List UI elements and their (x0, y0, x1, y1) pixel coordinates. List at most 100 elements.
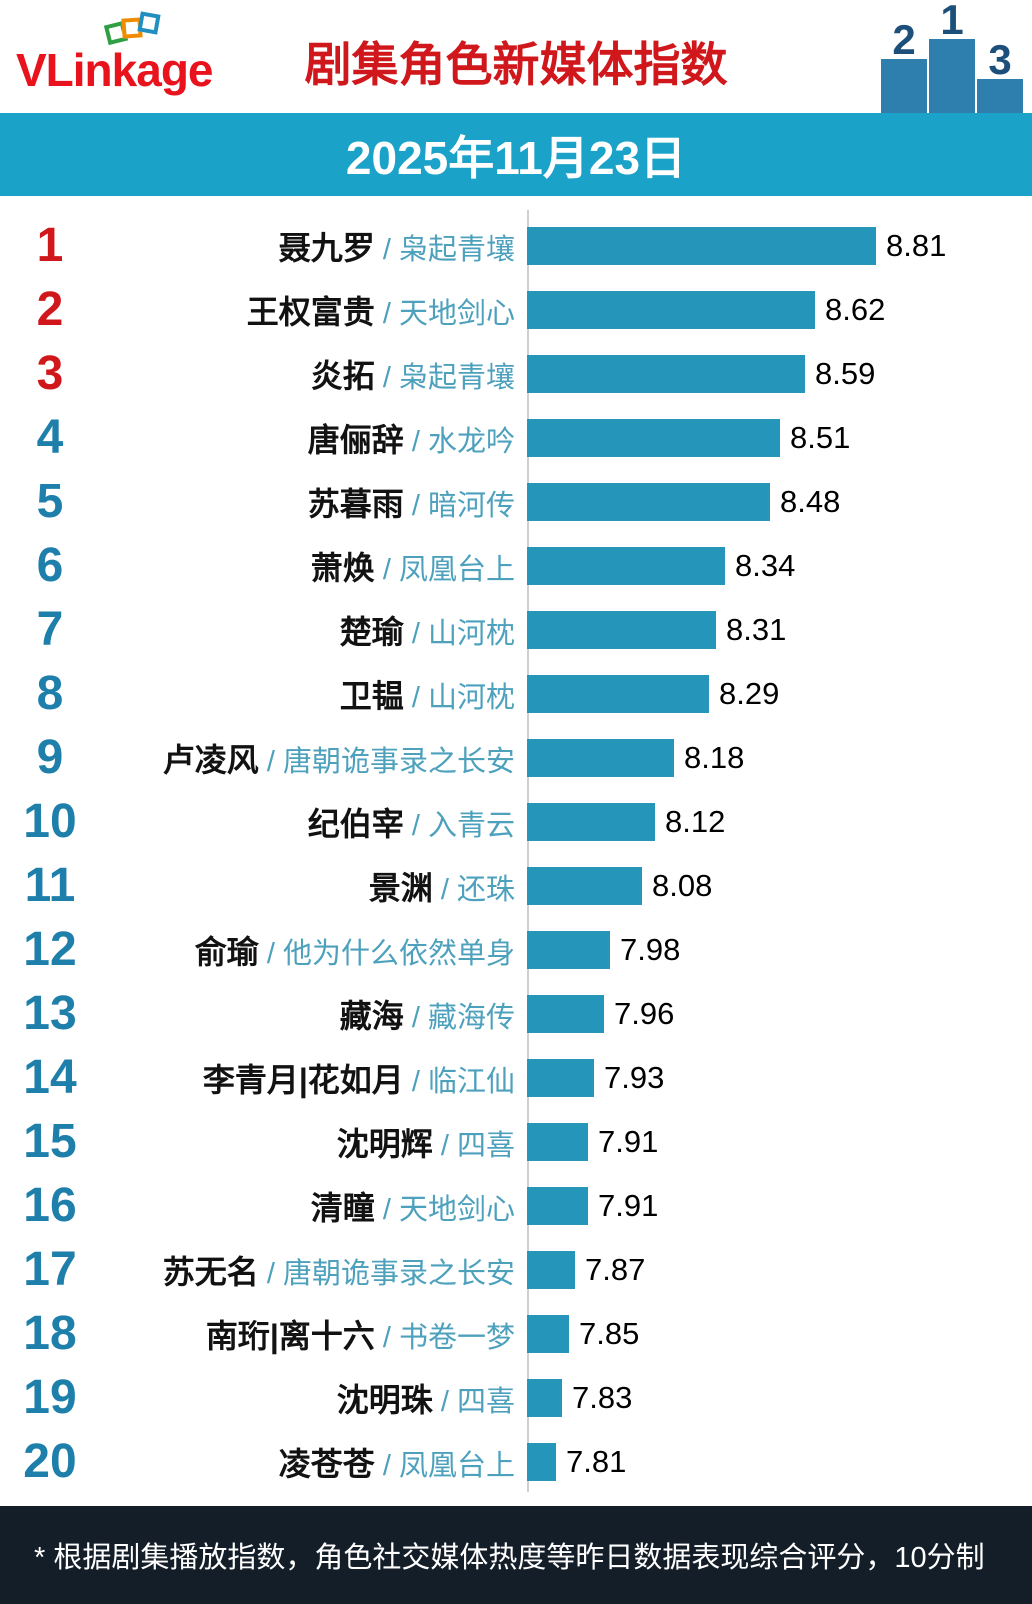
drama-name: 唐朝诡事录之长安 (282, 1258, 515, 1290)
score-bar (527, 931, 610, 969)
score-bar (527, 483, 770, 521)
drama-name: 天地剑心 (398, 1194, 515, 1226)
bar-area: 7.96 (527, 995, 1032, 1033)
drama-name: 还珠 (456, 874, 515, 906)
row-label: 清瞳 / 天地剑心 (100, 1183, 527, 1229)
podium-first-place: 1 (928, 0, 976, 113)
rank-label: 2 (36, 283, 64, 336)
rank-label: 12 (23, 923, 77, 976)
score-value: 7.87 (585, 1252, 646, 1287)
drama-name: 临江仙 (427, 1066, 515, 1098)
score-bar (527, 1187, 588, 1225)
separator: / (374, 554, 399, 586)
row-label: 苏无名 / 唐朝诡事录之长安 (100, 1247, 527, 1293)
rank-label: 9 (36, 731, 64, 784)
separator: / (403, 810, 428, 842)
character-name: 纪伯宰 (307, 806, 404, 842)
chart-row: 13 藏海 / 藏海传 7.96 (0, 982, 1032, 1046)
drama-name: 山河枕 (427, 618, 515, 650)
podium-number-1: 1 (940, 0, 964, 44)
row-label: 卢凌风 / 唐朝诡事录之长安 (100, 735, 527, 781)
rank-label: 6 (36, 539, 64, 592)
drama-name: 凤凰台上 (398, 1450, 515, 1482)
score-bar (527, 1059, 594, 1097)
drama-name: 天地剑心 (398, 298, 515, 330)
chart-rows: 1 聂九罗 / 枭起青壤 8.81 2 王权富贵 / 天地剑心 8.62 3 炎拓 / 枭起青… (0, 214, 1032, 1494)
drama-name: 水龙吟 (427, 426, 515, 458)
rank-label: 19 (23, 1371, 77, 1424)
rank-label: 4 (36, 411, 64, 464)
separator: / (432, 1130, 457, 1162)
rank-label: 10 (23, 795, 77, 848)
bar-area: 8.12 (527, 803, 1032, 841)
bar-area: 8.18 (527, 739, 1032, 777)
score-bar (527, 803, 655, 841)
bar-area: 7.98 (527, 931, 1032, 969)
row-label: 炎拓 / 枭起青壤 (100, 351, 527, 397)
rank-label: 15 (23, 1115, 77, 1168)
row-label: 苏暮雨 / 暗河传 (100, 479, 527, 525)
score-bar (527, 1315, 569, 1353)
drama-name: 暗河传 (427, 490, 515, 522)
separator: / (432, 1386, 457, 1418)
rank-label: 16 (23, 1179, 77, 1232)
podium-block-1 (929, 39, 975, 113)
character-name: 清瞳 (310, 1190, 375, 1226)
score-value: 7.98 (620, 932, 681, 967)
bar-area: 8.08 (527, 867, 1032, 905)
separator: / (403, 682, 428, 714)
score-value: 8.18 (684, 740, 745, 775)
row-label: 卫韫 / 山河枕 (100, 671, 527, 717)
blue-square-icon (137, 11, 161, 35)
rank-label: 8 (36, 667, 64, 720)
row-label: 凌苍苍 / 凤凰台上 (100, 1439, 527, 1485)
row-label: 藏海 / 藏海传 (100, 991, 527, 1037)
row-label: 聂九罗 / 枭起青壤 (100, 223, 527, 269)
chart-row: 3 炎拓 / 枭起青壤 8.59 (0, 342, 1032, 406)
score-bar (527, 675, 709, 713)
chart-row: 19 沈明珠 / 四喜 7.83 (0, 1366, 1032, 1430)
podium-block-2 (881, 59, 927, 113)
score-value: 7.91 (598, 1188, 659, 1223)
score-value: 7.91 (598, 1124, 659, 1159)
character-name: 俞瑜 (194, 934, 259, 970)
podium-second-place: 2 (880, 19, 928, 113)
drama-name: 山河枕 (427, 682, 515, 714)
drama-name: 入青云 (427, 810, 515, 842)
separator: / (374, 234, 399, 266)
rank-label: 1 (36, 219, 64, 272)
rank-label: 20 (23, 1435, 77, 1488)
score-bar (527, 1379, 562, 1417)
separator: / (258, 746, 283, 778)
score-bar (527, 1251, 575, 1289)
bar-area: 7.87 (527, 1251, 1032, 1289)
chart-row: 15 沈明辉 / 四喜 7.91 (0, 1110, 1032, 1174)
score-bar (527, 611, 716, 649)
row-label: 沈明珠 / 四喜 (100, 1375, 527, 1421)
separator: / (403, 1066, 428, 1098)
bar-area: 7.85 (527, 1315, 1032, 1353)
score-value: 8.08 (652, 868, 713, 903)
row-label: 萧焕 / 凤凰台上 (100, 543, 527, 589)
ranking-chart: 1 聂九罗 / 枭起青壤 8.81 2 王权富贵 / 天地剑心 8.62 3 炎拓 / 枭起青… (0, 196, 1032, 1506)
drama-name: 四喜 (456, 1130, 515, 1162)
chart-row: 1 聂九罗 / 枭起青壤 8.81 (0, 214, 1032, 278)
rank-label: 11 (24, 859, 76, 912)
chart-row: 9 卢凌风 / 唐朝诡事录之长安 8.18 (0, 726, 1032, 790)
chart-row: 6 萧焕 / 凤凰台上 8.34 (0, 534, 1032, 598)
character-name: 李青月|花如月 (202, 1062, 404, 1098)
drama-name: 四喜 (456, 1386, 515, 1418)
chart-row: 10 纪伯宰 / 入青云 8.12 (0, 790, 1032, 854)
vlinkage-logo: VLinkage (16, 11, 214, 97)
row-label: 景渊 / 还珠 (100, 863, 527, 909)
score-value: 8.34 (735, 548, 796, 583)
separator: / (374, 362, 399, 394)
score-value: 8.48 (780, 484, 841, 519)
row-label: 俞瑜 / 他为什么依然单身 (100, 927, 527, 973)
score-value: 7.83 (572, 1380, 633, 1415)
character-name: 卢凌风 (162, 742, 259, 778)
separator: / (403, 1002, 428, 1034)
score-bar (527, 1443, 556, 1481)
score-value: 8.62 (825, 292, 886, 327)
rank-label: 13 (23, 987, 77, 1040)
